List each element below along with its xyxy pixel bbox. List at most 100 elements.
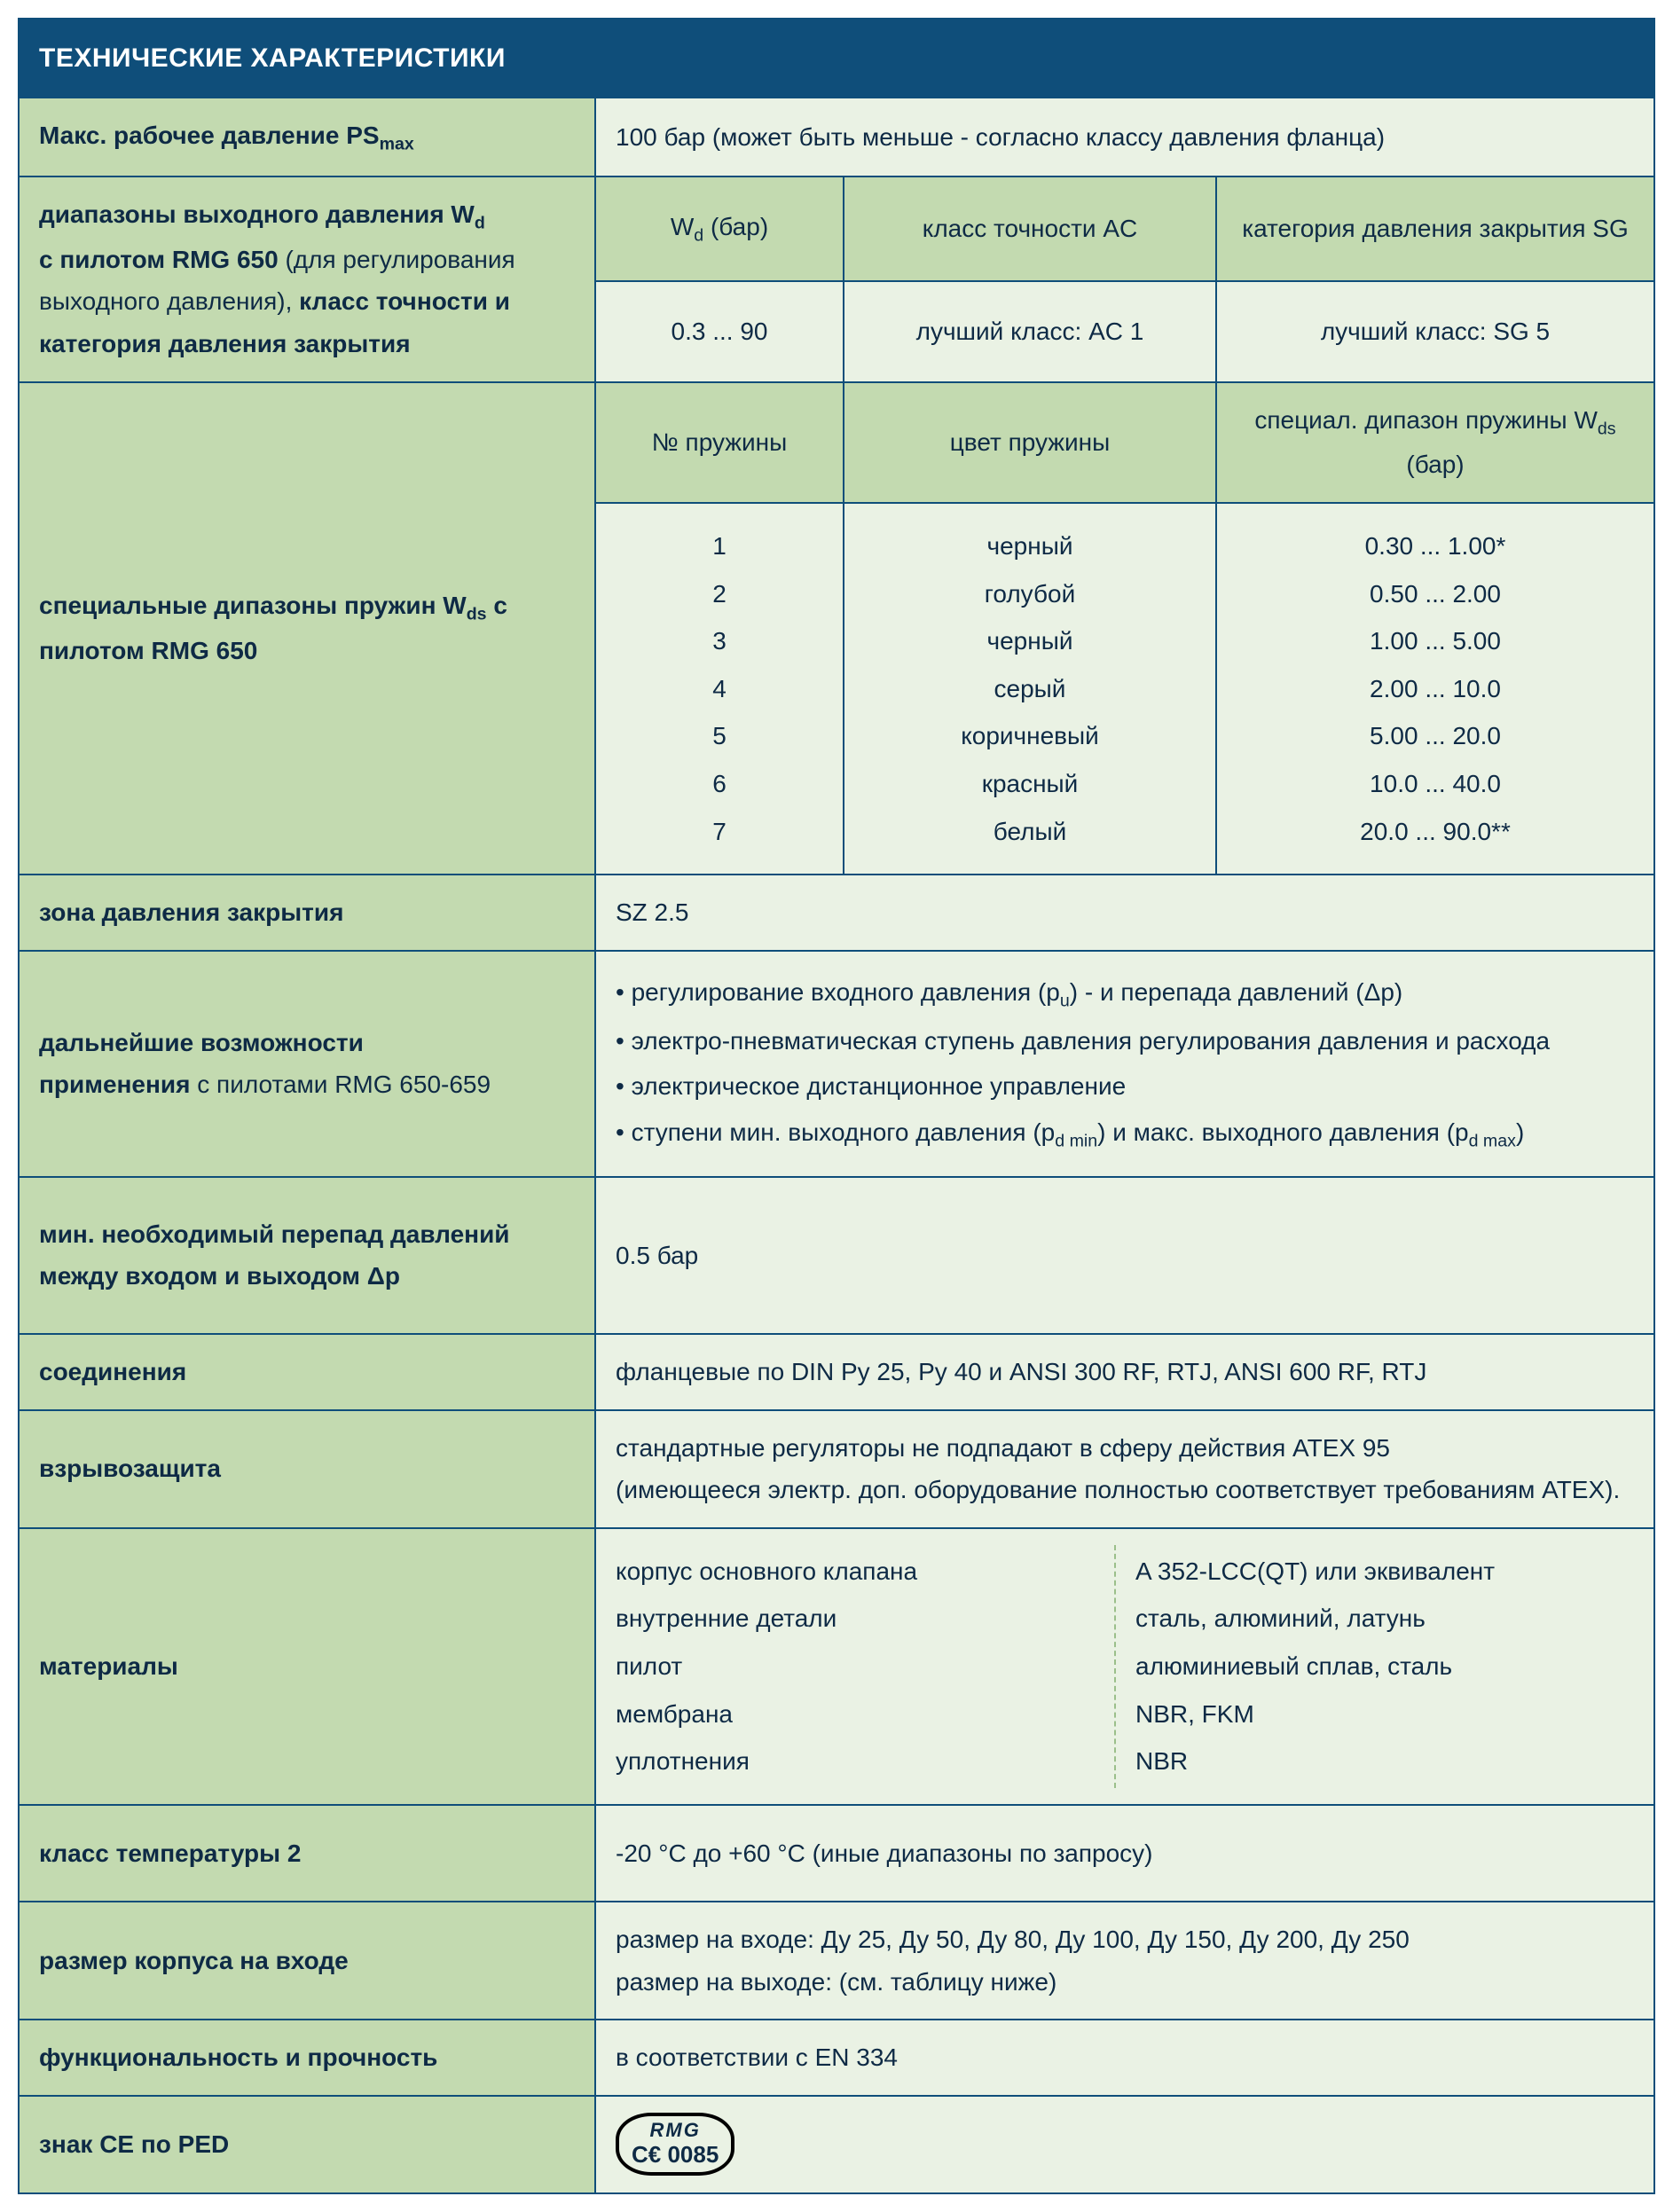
label-springs: специальные дипазоны пружин Wds с пилото…	[19, 382, 595, 875]
spring-range: 5.00 ... 20.0	[1237, 715, 1634, 757]
t: W	[671, 213, 694, 240]
s: d	[694, 226, 703, 246]
label-further: дальнейшие возможности применения с пило…	[19, 951, 595, 1177]
t: ) - и перепада давлений (Δp)	[1070, 978, 1402, 1006]
materials-right-col: A 352-LCC(QT) или эквивалентсталь, алюми…	[1135, 1545, 1634, 1788]
spec-table: ТЕХНИЧЕСКИЕ ХАРАКТЕРИСТИКИ Макс. рабочее…	[18, 18, 1655, 2194]
label-sub: max	[380, 135, 414, 154]
t: размер на выходе: (см. таблицу ниже)	[616, 1961, 1634, 2004]
bullet-4: ступени мин. выходного давления (pd min)…	[616, 1111, 1634, 1157]
wd-head-col2: класс точности AC	[844, 176, 1216, 281]
label-func: функциональность и прочность	[19, 2020, 595, 2096]
spring-color: серый	[864, 668, 1196, 710]
t: (бар)	[1406, 451, 1464, 478]
material-value: A 352-LCC(QT) или эквивалент	[1135, 1550, 1616, 1593]
table-header-row: ТЕХНИЧЕСКИЕ ХАРАКТЕРИСТИКИ	[19, 19, 1654, 98]
label-wd-ranges: диапазоны выходного давления Wd с пилото…	[19, 176, 595, 382]
springs-head-col2: цвет пружины	[844, 382, 1216, 503]
value-temp: -20 °C до +60 °C (иные диапазоны по запр…	[595, 1805, 1654, 1902]
value-ce: RMG C€ 0085	[595, 2096, 1654, 2193]
row-min-dp: мин. необходимый перепад давлений между …	[19, 1177, 1654, 1334]
row-wd-head: диапазоны выходного давления Wd с пилото…	[19, 176, 1654, 281]
t: (бар)	[703, 213, 768, 240]
row-temp: класс температуры 2 -20 °C до +60 °C (ин…	[19, 1805, 1654, 1902]
spring-number: 5	[616, 715, 823, 757]
spring-color: красный	[864, 763, 1196, 805]
label-materials: материалы	[19, 1528, 595, 1805]
t: стандартные регуляторы не подпадают в сф…	[616, 1427, 1634, 1470]
t: специальные дипазоны пружин W	[39, 592, 467, 619]
spec-table-wrapper: ТЕХНИЧЕСКИЕ ХАРАКТЕРИСТИКИ Макс. рабочее…	[18, 18, 1655, 2194]
spring-color: черный	[864, 620, 1196, 663]
row-max-pressure: Макс. рабочее давление PSmax 100 бар (мо…	[19, 98, 1654, 176]
row-size: размер корпуса на входе размер на входе:…	[19, 1902, 1654, 2020]
springs-head-col1: № пружины	[595, 382, 844, 503]
materials-left-col: корпус основного клапанавнутренние детал…	[616, 1545, 1116, 1788]
table-title: ТЕХНИЧЕСКИЕ ХАРАКТЕРИСТИКИ	[19, 19, 1654, 98]
spring-color: белый	[864, 811, 1196, 853]
t: диапазоны выходного давления W	[39, 200, 475, 228]
t: применения	[39, 1071, 197, 1098]
t: ступени мин. выходного давления (p	[632, 1118, 1056, 1146]
springs-nums: 1234567	[595, 503, 844, 875]
spring-color: голубой	[864, 573, 1196, 616]
label-closing-zone: зона давления закрытия	[19, 875, 595, 951]
s: d max	[1469, 1131, 1516, 1150]
value-ex: стандартные регуляторы не подпадают в сф…	[595, 1410, 1654, 1528]
label-ce: знак CE по PED	[19, 2096, 595, 2193]
value-max-pressure: 100 бар (может быть меньше - согласно кл…	[595, 98, 1654, 176]
material-value: алюминиевый сплав, сталь	[1135, 1645, 1616, 1688]
wd-val-col1: 0.3 ... 90	[595, 281, 844, 382]
s: d	[475, 213, 485, 232]
springs-colors: черныйголубойчерныйсерыйкоричневыйкрасны…	[844, 503, 1216, 875]
ce-badge-icon: RMG C€ 0085	[616, 2113, 734, 2176]
value-materials: корпус основного клапанавнутренние детал…	[595, 1528, 1654, 1805]
s: ds	[1598, 419, 1616, 438]
spring-number: 1	[616, 525, 823, 568]
row-func: функциональность и прочность в соответст…	[19, 2020, 1654, 2096]
badge-bot: C€ 0085	[632, 2142, 719, 2168]
wd-val-col3: лучший класс: SG 5	[1216, 281, 1654, 382]
row-closing-zone: зона давления закрытия SZ 2.5	[19, 875, 1654, 951]
material-name: внутренние детали	[616, 1597, 1096, 1640]
row-ce: знак CE по PED RMG C€ 0085	[19, 2096, 1654, 2193]
t: специал. дипазон пружины W	[1254, 406, 1598, 434]
bullet-2: электро-пневматическая ступень давления …	[616, 1020, 1634, 1063]
spring-range: 0.30 ... 1.00*	[1237, 525, 1634, 568]
wd-head-col3: категория давления закрытия SG	[1216, 176, 1654, 281]
material-name: мембрана	[616, 1693, 1096, 1736]
t: ) и макс. выходного давления (p	[1097, 1118, 1468, 1146]
s: ds	[467, 605, 487, 624]
label-text: Макс. рабочее давление PS	[39, 122, 380, 149]
row-further: дальнейшие возможности применения с пило…	[19, 951, 1654, 1177]
label-size: размер корпуса на входе	[19, 1902, 595, 2020]
label-max-pressure: Макс. рабочее давление PSmax	[19, 98, 595, 176]
label-ex: взрывозащита	[19, 1410, 595, 1528]
t: с пилотом RMG 650	[39, 246, 279, 273]
value-min-dp: 0.5 бар	[595, 1177, 1654, 1334]
material-value: сталь, алюминий, латунь	[1135, 1597, 1616, 1640]
t: (имеющееся электр. доп. оборудование пол…	[616, 1469, 1634, 1511]
spring-color: черный	[864, 525, 1196, 568]
spring-range: 1.00 ... 5.00	[1237, 620, 1634, 663]
springs-head-col3: специал. дипазон пружины Wds (бар)	[1216, 382, 1654, 503]
badge-top: RMG	[632, 2120, 719, 2141]
t: регулирование входного давления (p	[632, 978, 1060, 1006]
wd-head-col1: Wd (бар)	[595, 176, 844, 281]
s: u	[1060, 991, 1070, 1010]
spring-number: 7	[616, 811, 823, 853]
bullet-1: регулирование входного давления (pu) - и…	[616, 971, 1634, 1016]
t: размер на входе: Ду 25, Ду 50, Ду 80, Ду…	[616, 1918, 1634, 1961]
spring-range: 20.0 ... 90.0**	[1237, 811, 1634, 853]
springs-ranges: 0.30 ... 1.00*0.50 ... 2.001.00 ... 5.00…	[1216, 503, 1654, 875]
wd-val-col2: лучший класс: AC 1	[844, 281, 1216, 382]
spring-number: 6	[616, 763, 823, 805]
spring-range: 10.0 ... 40.0	[1237, 763, 1634, 805]
label-min-dp: мин. необходимый перепад давлений между …	[19, 1177, 595, 1334]
spring-number: 3	[616, 620, 823, 663]
material-name: пилот	[616, 1645, 1096, 1688]
row-springs-head: специальные дипазоны пружин Wds с пилото…	[19, 382, 1654, 503]
value-further: регулирование входного давления (pu) - и…	[595, 951, 1654, 1177]
value-size: размер на входе: Ду 25, Ду 50, Ду 80, Ду…	[595, 1902, 1654, 2020]
spring-number: 4	[616, 668, 823, 710]
